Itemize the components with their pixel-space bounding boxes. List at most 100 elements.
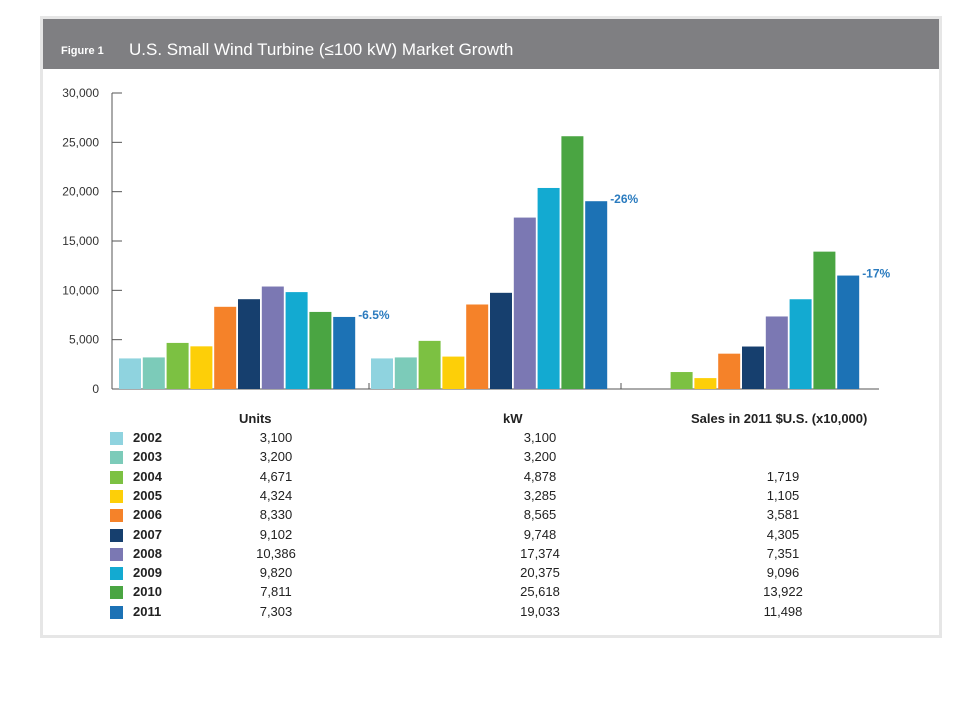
bar-2007-1 xyxy=(490,292,512,389)
figure-label: Figure 1 xyxy=(61,45,104,57)
cell-sales: 3,581 xyxy=(766,507,800,523)
legend-swatch xyxy=(110,451,123,465)
bar-2003-0 xyxy=(142,357,165,389)
legend-swatch xyxy=(110,470,123,484)
table-header-units: Units xyxy=(239,411,272,426)
y-tick-label: 20,000 xyxy=(62,185,99,199)
bar-2007-2 xyxy=(742,346,764,389)
figure-panel: Figure 1 U.S. Small Wind Turbine (≤100 k… xyxy=(43,19,939,635)
bar-2002-0 xyxy=(119,358,141,389)
table-header-kw: kW xyxy=(503,411,523,426)
y-tick-label: 5,000 xyxy=(69,333,99,347)
cell-kw: 3,100 xyxy=(523,430,557,445)
cell-units: 4,671 xyxy=(259,468,293,484)
cell-kw: 3,200 xyxy=(523,449,557,465)
bar-2006-1 xyxy=(466,304,489,389)
legend-swatch xyxy=(110,528,123,542)
cell-sales: 4,305 xyxy=(766,526,800,542)
cell-units: 3,200 xyxy=(259,449,293,465)
cell-units: 8,330 xyxy=(259,507,293,523)
bar-chart: 0 5,000 10,000 15,000 20,000 25,000 30,000 -6.5… xyxy=(62,86,890,396)
cell-sales: 7,351 xyxy=(766,545,800,561)
cell-kw: 20,375 xyxy=(520,565,560,581)
bar-2002-1 xyxy=(371,358,393,389)
cell-kw: 19,033 xyxy=(520,603,560,619)
bar-2004-2 xyxy=(670,372,693,389)
cell-kw: 9,748 xyxy=(523,526,557,542)
row-year: 2007 xyxy=(133,526,162,542)
bar-2010-0 xyxy=(309,311,332,389)
bar-2004-1 xyxy=(418,340,441,389)
cell-sales: 1,719 xyxy=(766,468,800,484)
table-row: 2009 9,820 20,375 9,096 xyxy=(43,565,939,583)
cell-units: 9,820 xyxy=(259,565,293,581)
y-tick-label: 25,000 xyxy=(62,135,99,149)
cell-kw: 3,285 xyxy=(523,487,557,503)
bar-2010-2 xyxy=(813,251,836,389)
row-year: 2008 xyxy=(133,545,162,561)
table-row: 2007 9,102 9,748 4,305 xyxy=(43,527,939,545)
legend-swatch xyxy=(110,509,123,523)
bar-2006-2 xyxy=(718,353,741,389)
table-row: 2006 8,330 8,565 3,581 xyxy=(43,507,939,525)
table-row: 2004 4,671 4,878 1,719 xyxy=(43,469,939,487)
figure-frame: Figure 1 U.S. Small Wind Turbine (≤100 k… xyxy=(40,16,942,638)
row-year: 2011 xyxy=(133,603,162,619)
change-annotation: -26% xyxy=(610,192,638,206)
change-annotation: -6.5% xyxy=(358,308,390,322)
table-row: 2008 10,386 17,374 7,351 xyxy=(43,546,939,564)
legend-swatch xyxy=(110,547,123,561)
cell-units: 4,324 xyxy=(259,487,293,503)
bar-2011-0 xyxy=(333,316,356,389)
row-year: 2005 xyxy=(133,487,162,503)
cell-units: 9,102 xyxy=(259,526,293,542)
change-annotation: -17% xyxy=(862,267,890,281)
cell-units: 7,303 xyxy=(259,603,293,619)
cell-units: 3,100 xyxy=(259,430,293,445)
row-year: 2009 xyxy=(133,565,162,581)
bar-2009-0 xyxy=(285,292,308,389)
cell-sales: 13,922 xyxy=(763,584,803,600)
bar-2007-0 xyxy=(238,299,260,389)
bar-2005-1 xyxy=(442,356,465,389)
cell-units: 7,811 xyxy=(260,584,292,600)
legend-swatch xyxy=(110,489,123,503)
cell-kw: 8,565 xyxy=(523,507,557,523)
bar-2008-1 xyxy=(513,217,536,389)
cell-kw: 17,374 xyxy=(520,545,560,561)
bar-2006-0 xyxy=(214,306,237,389)
cell-sales: 9,096 xyxy=(766,565,800,581)
bar-2008-0 xyxy=(261,286,284,389)
cell-units: 10,386 xyxy=(256,545,296,561)
bar-2011-2 xyxy=(837,275,860,389)
table-row: 2002 3,100 3,100 xyxy=(43,430,939,448)
cell-kw: 4,878 xyxy=(523,468,557,484)
legend-swatch xyxy=(110,432,123,445)
row-year: 2006 xyxy=(133,507,162,523)
figure-header: Figure 1 U.S. Small Wind Turbine (≤100 k… xyxy=(43,19,939,69)
bar-2005-0 xyxy=(190,346,213,389)
y-tick-label: 0 xyxy=(92,382,99,396)
legend-swatch xyxy=(110,586,123,600)
chart-title: U.S. Small Wind Turbine (≤100 kW) Market… xyxy=(129,40,514,59)
cell-sales: 11,498 xyxy=(763,603,803,619)
bar-2005-2 xyxy=(694,378,717,389)
y-tick-label: 15,000 xyxy=(62,234,99,248)
y-tick-label: 30,000 xyxy=(62,86,99,100)
cell-sales: 1,105 xyxy=(766,487,800,503)
table-row: 2010 7,811 25,618 13,922 xyxy=(43,584,939,602)
bar-2004-0 xyxy=(166,342,189,389)
row-year: 2010 xyxy=(133,584,162,600)
bar-2003-1 xyxy=(394,357,417,389)
y-tick-label: 10,000 xyxy=(62,283,99,297)
legend-swatch xyxy=(110,605,123,619)
table-row: 2005 4,324 3,285 1,105 xyxy=(43,488,939,506)
legend-swatch xyxy=(110,567,123,581)
row-year: 2004 xyxy=(133,468,162,484)
bar-2009-2 xyxy=(789,299,812,389)
bar-2010-1 xyxy=(561,136,584,389)
bar-2011-1 xyxy=(585,201,608,389)
row-year: 2002 xyxy=(133,430,162,445)
row-year: 2003 xyxy=(133,449,162,465)
table-header-sales: Sales in 2011 $U.S. (x10,000) xyxy=(691,411,868,426)
